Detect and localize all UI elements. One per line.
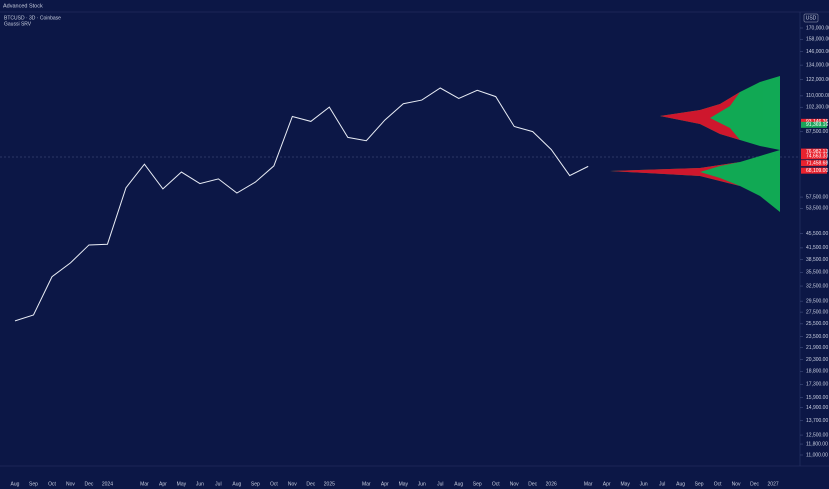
x-tick-label: Nov (732, 481, 741, 487)
profile-lower (610, 150, 780, 212)
profile-lower-red (610, 162, 740, 186)
y-tick-label: 32,500.00 (806, 283, 828, 289)
price-tag-label: 91,369.16 (806, 122, 828, 128)
x-tick-label: Apr (381, 481, 389, 487)
price-tag (801, 153, 827, 160)
x-tick-label: Nov (510, 481, 519, 487)
x-tick-label: Nov (288, 481, 297, 487)
y-tick-label: 11,800.00 (806, 441, 828, 447)
volume-profile (610, 76, 780, 212)
x-tick-label: May (399, 481, 409, 487)
x-tick-label: Apr (159, 481, 167, 487)
x-tick-label: Sep (251, 481, 260, 487)
x-tick-label: Dec (750, 481, 759, 487)
price-tag-label: 76,982.13 (806, 149, 828, 155)
x-tick-label: Mar (584, 481, 593, 487)
x-tick-label: May (177, 481, 187, 487)
y-tick-label: 102,300.00 (806, 105, 829, 111)
y-tick-label: 20,300.00 (806, 357, 828, 363)
x-tick-label: Jul (659, 481, 665, 487)
y-tick-label: 57,500.00 (806, 194, 828, 200)
x-tick-label: Aug (676, 481, 685, 487)
price-tag-label: 74,663.33 (806, 154, 828, 160)
x-tick-label: Oct (714, 481, 722, 487)
y-tick-label: 41,500.00 (806, 245, 828, 251)
y-tick-label: 45,500.00 (806, 231, 828, 237)
x-tick-label: Sep (473, 481, 482, 487)
x-tick-label: Dec (85, 481, 94, 487)
profile-upper (660, 76, 780, 150)
x-tick-label: Aug (11, 481, 20, 487)
x-tick-label: Apr (603, 481, 611, 487)
currency-box[interactable] (803, 13, 819, 23)
y-tick-label: 146,000.00 (806, 49, 829, 55)
x-tick-label: Mar (140, 481, 149, 487)
y-tick-label: 27,500.00 (806, 309, 828, 315)
price-tag-label: 71,458.68 (806, 160, 828, 166)
x-tick-label: Dec (528, 481, 537, 487)
x-tick-label: Sep (29, 481, 38, 487)
y-axis-label: USD (806, 15, 817, 21)
x-tick-label: Jul (215, 481, 221, 487)
y-tick-label: 15,900.00 (806, 395, 828, 401)
y-tick-label: 87,500.00 (806, 129, 828, 135)
x-tick-label: Jun (418, 481, 426, 487)
y-tick-label: 14,900.00 (806, 405, 828, 411)
y-tick-label: 38,500.00 (806, 257, 828, 263)
y-tick-label: 35,500.00 (806, 270, 828, 276)
price-tag-label: 68,109.00 (806, 168, 828, 174)
y-tick-label: 158,000.00 (806, 37, 829, 43)
x-tick-label: Nov (66, 481, 75, 487)
price-tag (801, 148, 827, 155)
x-tick-label: Mar (362, 481, 371, 487)
y-tick-label: 23,500.00 (806, 334, 828, 340)
x-tick-label: 2025 (324, 481, 335, 487)
price-tag (801, 118, 827, 125)
x-tick-label: May (620, 481, 630, 487)
app-title: Advanced Stock (3, 3, 43, 9)
y-tick-label: 134,000.00 (806, 62, 829, 68)
price-tag (801, 167, 827, 174)
price-tag (801, 160, 827, 167)
y-tick-label: 11,000.00 (806, 452, 828, 458)
price-line-series (14, 87, 589, 322)
y-tick-label: 21,900.00 (806, 345, 828, 351)
x-tick-label: 2024 (102, 481, 113, 487)
y-tick-label: 12,500.00 (806, 432, 828, 438)
x-tick-label: Jun (640, 481, 648, 487)
y-tick-label: 110,000.00 (806, 93, 829, 99)
y-tick-label: 25,500.00 (806, 321, 828, 327)
y-tick-label: 13,700.00 (806, 418, 828, 424)
y-tick-label: 53,500.00 (806, 206, 828, 212)
x-tick-label: Oct (270, 481, 278, 487)
price-tag (801, 121, 827, 128)
profile-upper-red (660, 92, 740, 140)
y-tick-label: 170,000.00 (806, 25, 829, 31)
x-tick-label: Aug (232, 481, 241, 487)
x-tick-label: Jul (437, 481, 443, 487)
x-tick-label: 2027 (768, 481, 779, 487)
chart-subtitle: Gaussi SRV (4, 21, 32, 27)
x-tick-label: Sep (695, 481, 704, 487)
x-tick-label: Oct (48, 481, 56, 487)
x-tick-label: Aug (454, 481, 463, 487)
x-tick-label: Dec (306, 481, 315, 487)
x-tick-label: Oct (492, 481, 500, 487)
x-tick-label: Jun (196, 481, 204, 487)
y-tick-label: 18,800.00 (806, 369, 828, 375)
y-tick-label: 122,000.00 (806, 77, 829, 83)
y-tick-label: 29,500.00 (806, 298, 828, 304)
x-tick-label: 2026 (546, 481, 557, 487)
chart-title: BTCUSD · 3D · Coinbase (4, 15, 61, 21)
y-tick-label: 17,300.00 (806, 382, 828, 388)
